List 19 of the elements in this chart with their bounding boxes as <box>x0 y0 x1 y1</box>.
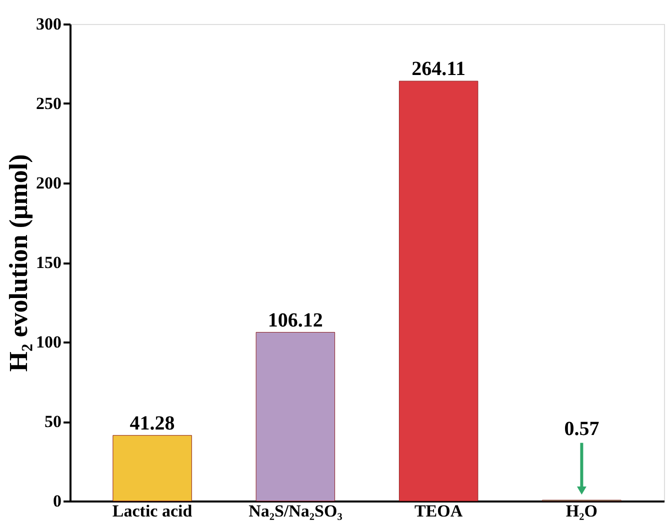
y-tick-label: 100 <box>36 332 62 352</box>
y-tick-label: 50 <box>44 412 62 431</box>
data-label: 264.11 <box>412 58 466 80</box>
x-tick-label: Lactic acid <box>112 502 193 520</box>
x-tick-label: Na₂S/Na₂SO₃ <box>248 502 342 520</box>
data-label: 106.12 <box>268 309 323 332</box>
data-label: 0.57 <box>564 418 600 440</box>
bar <box>398 80 478 502</box>
y-tick-label: 150 <box>36 253 62 272</box>
y-axis-title: H₂ evolution (μmol) <box>4 154 33 372</box>
x-tick-label: H₂O <box>566 502 598 520</box>
bar <box>256 332 336 502</box>
y-tick-label: 200 <box>36 174 62 192</box>
data-label: 41.28 <box>130 412 175 434</box>
y-tick-label: 0 <box>53 492 62 510</box>
x-tick-label: TEOA <box>414 502 464 520</box>
bar <box>112 435 192 502</box>
y-tick-label: 250 <box>36 94 62 113</box>
y-tick-label: 300 <box>36 14 62 34</box>
